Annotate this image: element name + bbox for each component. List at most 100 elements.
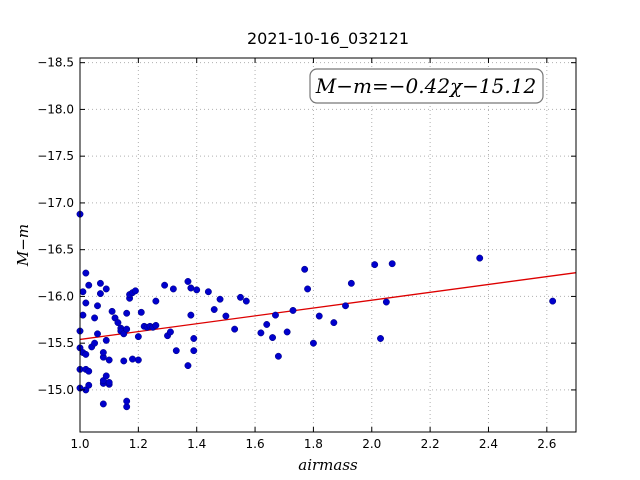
data-point (263, 321, 271, 328)
data-point (108, 307, 116, 315)
data-point (377, 335, 384, 342)
data-point (231, 325, 239, 333)
data-point (549, 297, 557, 305)
data-point (166, 328, 174, 336)
data-point (184, 278, 192, 285)
fit-line-group (79, 272, 577, 341)
data-point (190, 347, 198, 355)
data-point (94, 302, 101, 310)
data-point (283, 328, 291, 336)
data-point (289, 307, 297, 314)
y-tick-label: −16.0 (37, 289, 74, 303)
data-point (79, 288, 87, 296)
data-point (309, 339, 317, 347)
data-point (79, 311, 87, 319)
data-point (342, 302, 349, 310)
data-point (476, 254, 484, 262)
data-point (304, 285, 312, 293)
y-tick-label: −17.0 (37, 196, 74, 210)
y-axis-label: M−m (14, 224, 32, 267)
data-point (382, 298, 390, 306)
plot-frame (79, 57, 577, 433)
data-point (105, 378, 113, 386)
x-tick-label: 2.0 (362, 437, 381, 451)
data-point (347, 279, 355, 287)
data-point (216, 295, 224, 303)
data-point (105, 356, 113, 364)
data-point (242, 297, 250, 305)
data-point (301, 265, 309, 273)
data-point (187, 284, 195, 292)
data-point (99, 400, 107, 408)
data-point (134, 333, 142, 341)
data-point (114, 319, 122, 327)
x-axis-label: airmass (298, 456, 358, 474)
data-point (274, 352, 282, 360)
data-point (85, 281, 93, 289)
data-point (134, 356, 142, 364)
x-tick-label: 1.8 (304, 437, 323, 451)
y-tick-label: −17.5 (37, 149, 74, 163)
y-tick-labels: −15.0 −15.5 −16.0 −16.5 −17.0 −17.5 −18.0 −18.5 (37, 56, 74, 397)
data-point (85, 367, 93, 375)
data-point (210, 306, 218, 313)
fit-equation-label: M−m=−0.42χ−15.12 (315, 74, 536, 98)
data-point (96, 290, 104, 298)
data-point (257, 329, 265, 337)
data-point (161, 281, 169, 289)
data-point (272, 311, 279, 319)
data-point (371, 261, 379, 269)
x-tick-label: 1.2 (129, 437, 148, 451)
x-tick-label: 1.4 (187, 437, 206, 451)
data-point (204, 288, 212, 296)
data-point (91, 314, 99, 322)
data-point (315, 312, 323, 320)
annotation-frame (309, 68, 544, 104)
x-tick-label: 2.6 (537, 437, 556, 451)
axis-ticks (79, 58, 576, 432)
data-point (269, 334, 277, 342)
data-point (172, 347, 180, 355)
fit-line (79, 272, 577, 341)
y-tick-label: −15.5 (37, 336, 74, 350)
data-point (82, 299, 90, 307)
data-point (123, 309, 131, 317)
data-point (190, 335, 198, 342)
data-point (184, 362, 192, 370)
chart-title: 2021-10-16_032121 (247, 29, 409, 49)
data-point (330, 319, 338, 327)
y-tick-label: −16.5 (37, 243, 74, 257)
data-point (187, 311, 195, 319)
data-point (94, 330, 101, 338)
data-point (152, 321, 160, 329)
grid-lines (79, 58, 576, 432)
data-point (91, 339, 99, 347)
x-tick-labels: 1.0 1.2 1.4 1.6 1.8 2.0 2.2 2.4 2.6 (70, 437, 556, 451)
data-point (123, 325, 131, 333)
data-point (102, 372, 110, 380)
data-point (193, 286, 201, 294)
y-tick-label: −18.5 (37, 56, 74, 70)
data-point (131, 287, 139, 295)
data-point (388, 260, 396, 268)
data-point (137, 308, 145, 316)
data-points (76, 210, 557, 411)
y-tick-label: −18.0 (37, 102, 74, 116)
data-point (123, 397, 131, 405)
data-point (222, 312, 230, 320)
data-point (152, 297, 160, 305)
x-tick-label: 2.2 (421, 437, 440, 451)
data-point (82, 269, 90, 277)
data-point (237, 293, 244, 301)
annotation-box: M−m=−0.42χ−15.12 (309, 68, 544, 104)
data-point (120, 357, 128, 365)
data-point (85, 381, 93, 389)
data-point (82, 350, 90, 358)
x-tick-label: 1.6 (246, 437, 265, 451)
x-tick-label: 1.0 (70, 437, 89, 451)
x-tick-label: 2.4 (479, 437, 498, 451)
data-point (129, 355, 136, 363)
data-point (99, 349, 107, 356)
data-point (102, 336, 110, 344)
